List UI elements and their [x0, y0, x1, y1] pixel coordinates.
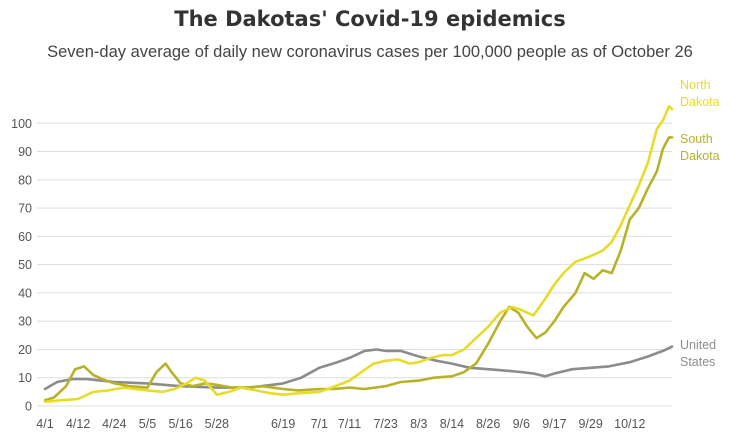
x-tick-label: 8/3	[410, 417, 427, 431]
series-lines	[43, 105, 674, 404]
series-label-north-dakota: Dakota	[680, 95, 720, 109]
chart-title: The Dakotas' Covid-19 epidemics	[174, 7, 566, 31]
y-tick-label: 20	[18, 343, 32, 357]
y-tick-label: 100	[11, 117, 32, 131]
series-line-north-dakota	[43, 105, 674, 404]
x-axis-ticks: 4/1 4/12 4/24 5/5 5/16 5/28 6/19 7/1 7/11 7/23 8/3…	[36, 417, 645, 431]
y-tick-label: 0	[25, 400, 32, 414]
series-label-united-states: United	[680, 338, 716, 352]
x-tick-label: 9/29	[578, 417, 602, 431]
series-line-united-states	[43, 345, 674, 391]
series-labels: North Dakota South Dakota United States	[680, 78, 720, 369]
x-tick-label: 7/23	[373, 417, 397, 431]
x-tick-label: 5/5	[139, 417, 156, 431]
x-tick-label: 5/16	[168, 417, 192, 431]
y-tick-label: 40	[18, 286, 32, 300]
y-tick-label: 10	[18, 371, 32, 385]
y-tick-label: 30	[18, 315, 32, 329]
x-tick-label: 9/6	[513, 417, 530, 431]
y-tick-label: 70	[18, 202, 32, 216]
series-line-south-dakota	[43, 136, 674, 402]
series-label-united-states: States	[680, 355, 715, 369]
series-label-south-dakota: Dakota	[680, 149, 720, 163]
y-tick-label: 80	[18, 173, 32, 187]
x-tick-label: 10/12	[614, 417, 645, 431]
x-tick-label: 7/1	[311, 417, 328, 431]
x-tick-label: 4/24	[102, 417, 126, 431]
x-tick-label: 8/14	[440, 417, 464, 431]
x-tick-label: 5/28	[205, 417, 229, 431]
series-label-south-dakota: South	[680, 132, 713, 146]
x-tick-label: 9/17	[542, 417, 566, 431]
x-tick-label: 4/12	[66, 417, 90, 431]
y-tick-label: 60	[18, 230, 32, 244]
y-tick-label: 90	[18, 145, 32, 159]
x-tick-label: 6/19	[271, 417, 295, 431]
y-tick-label: 50	[18, 258, 32, 272]
x-tick-label: 7/11	[338, 417, 361, 431]
chart-subtitle: Seven-day average of daily new coronavir…	[47, 43, 693, 61]
gridlines	[37, 122, 672, 407]
x-tick-label: 4/1	[36, 417, 53, 431]
series-label-north-dakota: North	[680, 78, 711, 92]
x-tick-label: 8/26	[476, 417, 500, 431]
y-axis-ticks: 0 10 20 30 40 50 60 70 80 90 100	[11, 117, 32, 414]
